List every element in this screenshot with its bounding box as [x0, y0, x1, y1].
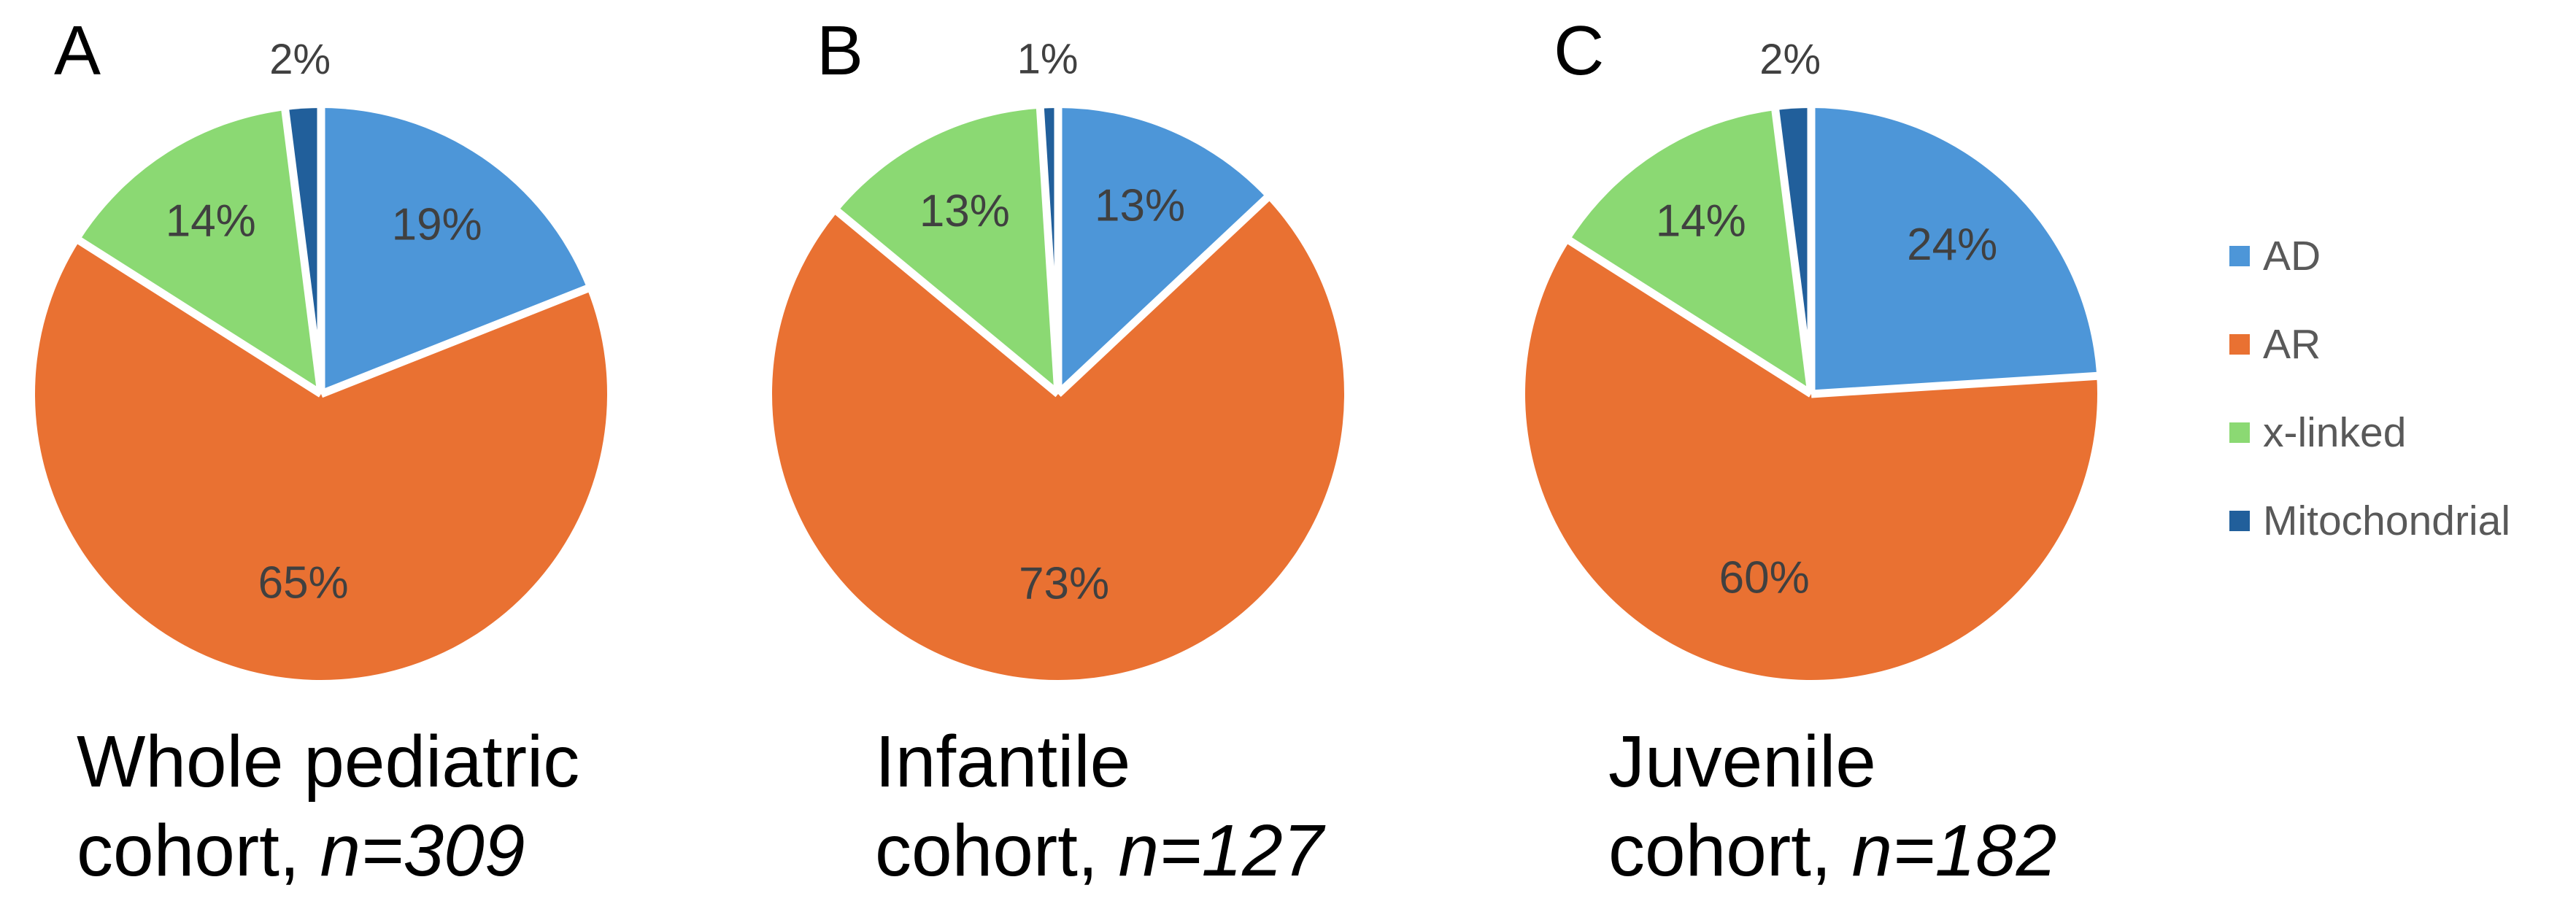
legend-marker-ad-icon — [2229, 245, 2250, 266]
legend-item-x-linked: x-linked — [2229, 388, 2510, 476]
pie-C-label-AD: 24% — [1907, 220, 1997, 270]
pie-A-label-Mitochondrial: 2% — [269, 36, 331, 83]
pie-A-label-x-linked: 14% — [166, 196, 256, 246]
legend-label-x-linked: x-linked — [2263, 409, 2407, 456]
pie-B: 13% 73% 13% 1% — [771, 36, 1344, 680]
slice-separator — [1771, 108, 1816, 395]
legend-marker-mitochondrial-icon — [2229, 510, 2250, 531]
slice-separator — [76, 236, 323, 398]
slice-separator — [281, 108, 325, 395]
legend-label-ar: AR — [2263, 320, 2321, 368]
cohort-n-value: n=309 — [320, 810, 525, 892]
slice-separator — [1566, 236, 1813, 398]
pie-B-slice-AR — [771, 198, 1344, 680]
legend-label-ad: AD — [2263, 232, 2321, 279]
pie-C-label-AR: 60% — [1719, 552, 1810, 603]
pie-A-slice-AR — [34, 240, 607, 680]
pie-B-slice-AD — [1058, 108, 1267, 394]
chart-title-a-line1: Whole pediatric — [77, 721, 580, 803]
slice-separator — [1810, 371, 2099, 398]
slice-separator — [1055, 194, 1270, 398]
pie-B-label-x-linked: 13% — [919, 186, 1010, 236]
legend-marker-ar-icon — [2229, 333, 2250, 355]
chart-title-a-line2: cohort, n=309 — [77, 810, 525, 892]
chart-title-c-line1: Juvenile — [1608, 721, 1876, 803]
pie-B-label-AR: 73% — [1019, 558, 1109, 608]
pie-B-label-AD: 13% — [1095, 181, 1185, 231]
chart-title-a: Whole pediatric cohort, n=309 — [77, 717, 579, 895]
slice-separator — [319, 285, 590, 398]
cohort-n-value: n=127 — [1118, 810, 1324, 892]
cohort-n-value: n=182 — [1851, 810, 2057, 892]
panel-letter-b: B — [817, 12, 864, 90]
legend-item-ar: AR — [2229, 300, 2510, 388]
slice-separator — [834, 207, 1061, 398]
pie-C-label-x-linked: 14% — [1656, 196, 1746, 246]
pie-B-label-Mitochondrial: 1% — [1017, 36, 1079, 83]
pie-C-slice-x-linked — [1570, 110, 1811, 394]
pie-C: 24% 60% 14% 2% — [1525, 36, 2099, 680]
chart-title-b-line2: cohort, n=127 — [875, 810, 1324, 892]
pie-B-slice-x-linked — [837, 108, 1058, 394]
pie-A: 19% 65% 14% 2% — [34, 36, 607, 680]
chart-title-b-line1: Infantile — [875, 721, 1131, 803]
pie-C-slice-AR — [1525, 240, 2097, 680]
pie-C-label-Mitochondrial: 2% — [1759, 36, 1821, 83]
legend-label-mitochondrial: Mitochondrial — [2263, 497, 2510, 544]
chart-title-c-line2: cohort, n=182 — [1608, 810, 2057, 892]
pie-A-label-AD: 19% — [392, 199, 482, 250]
slice-separator — [1036, 107, 1063, 395]
legend: AD AR x-linked Mitochondrial — [2229, 212, 2510, 565]
legend-item-ad: AD — [2229, 212, 2510, 300]
pie-A-label-AR: 65% — [258, 557, 349, 608]
chart-title-c: Juvenile cohort, n=182 — [1608, 717, 2056, 895]
panel-letter-c: C — [1554, 12, 1605, 90]
legend-item-mitochondrial: Mitochondrial — [2229, 476, 2510, 565]
pie-A-slice-AD — [321, 108, 587, 394]
pie-C-slice-AD — [1811, 108, 2097, 394]
pie-A-slice-x-linked — [80, 110, 322, 394]
panel-letter-a: A — [54, 12, 101, 90]
chart-title-b: Infantile cohort, n=127 — [875, 717, 1323, 895]
legend-marker-x-linked-icon — [2229, 422, 2250, 443]
